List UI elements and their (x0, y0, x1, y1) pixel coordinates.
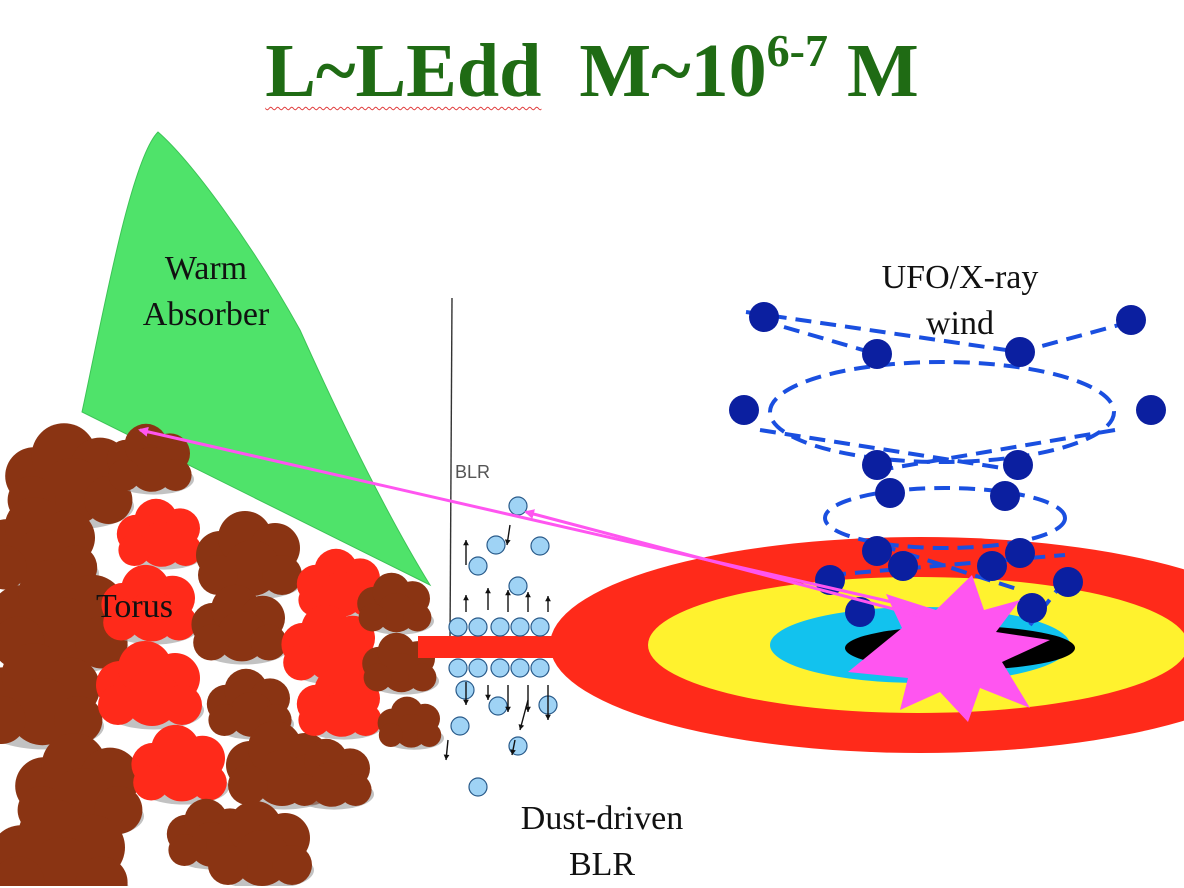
blr-motion-arrow (545, 596, 551, 612)
wind-clump-icon (977, 551, 1007, 581)
title-mass-exponent: 6-7 (766, 25, 828, 76)
blr-cloud-icon (508, 496, 528, 516)
blr-cloud-icon (455, 680, 475, 700)
wind-clump-icon (1017, 593, 1047, 623)
ufo-wind-label: UFO/X-ray wind (881, 259, 1039, 342)
blr-motion-arrow (463, 682, 469, 705)
cloud-icon (131, 724, 229, 805)
cloud-icon (196, 511, 304, 600)
wind-clump-icon (875, 478, 905, 508)
radiation-arrows (138, 426, 921, 618)
cloud-icon (286, 738, 374, 810)
blr-cloud-icon (468, 777, 488, 797)
torus-label: Torus (96, 588, 173, 625)
blr-motion-arrow (504, 524, 511, 546)
blr-motion-arrow (505, 685, 511, 712)
blr-cloud-icon (510, 617, 530, 637)
cloud-icon (116, 498, 204, 570)
blr-motion-arrow (463, 540, 469, 565)
blr-motion-arrow (545, 685, 551, 720)
cloud-icon (0, 799, 129, 886)
title-mass: M~10 (579, 29, 767, 113)
wind-clump-icon (1053, 567, 1083, 597)
blr-cloud-icon (490, 658, 510, 678)
blr-cloud-icon (448, 658, 468, 678)
blr-cloud-icon (508, 576, 528, 596)
blr-cloud-icon (468, 617, 488, 637)
blr-cloud-icon (530, 658, 550, 678)
ufo-wind-lines (745, 310, 1131, 627)
blr-cloud-icon (468, 658, 488, 678)
blr-motion-arrow (510, 739, 516, 756)
blr-motion-arrow (485, 588, 491, 610)
blr-cloud-icon (510, 658, 530, 678)
cloud-icon (206, 801, 314, 886)
blr-cloud-icon (468, 556, 488, 576)
blr-motion-arrow (518, 699, 529, 731)
title-luminosity: L~LEdd (265, 29, 542, 113)
wind-clump-icon (990, 481, 1020, 511)
cloud-icon (377, 696, 444, 750)
torus-clouds (0, 423, 444, 886)
slide-title: L~LEdd M~106-7 M (0, 25, 1184, 110)
arrow-icon (138, 426, 919, 610)
wind-clump-icon (1005, 538, 1035, 568)
blr-cloud-column (443, 496, 558, 797)
blr-cloud-icon (450, 716, 470, 736)
wind-clump-icon (862, 450, 892, 480)
blr-cloud-icon (490, 617, 510, 637)
wind-clump-icon (1003, 450, 1033, 480)
wind-clump-icon (729, 395, 759, 425)
blr-cloud-icon (530, 536, 550, 556)
inner-disk-bar (418, 636, 598, 658)
wind-clump-icon (845, 597, 875, 627)
blr-cloud-icon (486, 535, 506, 555)
cloud-icon (96, 641, 204, 730)
accretion-disk (550, 537, 1184, 753)
wind-clump-icon (1005, 337, 1035, 367)
cloud-icon (357, 572, 434, 635)
blr-axis-line (449, 297, 453, 641)
blr-motion-arrow (525, 592, 531, 612)
dust-driven-blr-label: Dust-driven BLR (520, 800, 684, 883)
wind-clump-icon (1116, 305, 1146, 335)
cloud-icon (191, 584, 289, 665)
ufo-wind-clumps (729, 302, 1166, 627)
blr-cloud-icon (488, 696, 508, 716)
cloud-icon (0, 643, 104, 750)
cloud-icon (296, 668, 384, 740)
blr-cloud-icon (530, 617, 550, 637)
wind-clump-icon (888, 551, 918, 581)
title-mass-unit: M (828, 29, 919, 113)
wind-clump-icon (862, 339, 892, 369)
blr-motion-arrow (463, 595, 469, 612)
blr-motion-arrow (505, 590, 511, 612)
cloud-icon (362, 632, 439, 695)
blr-small-label: BLR (455, 462, 491, 482)
blr-motion-arrow (443, 739, 450, 761)
wind-clump-icon (862, 536, 892, 566)
wind-clump-icon (1136, 395, 1166, 425)
cloud-icon (101, 564, 199, 645)
blr-motion-arrow (485, 685, 491, 700)
blr-cloud-icon (448, 617, 468, 637)
warm-absorber-label: Warm Absorber (142, 250, 270, 333)
arrow-icon (524, 509, 921, 618)
wind-clump-icon (749, 302, 779, 332)
